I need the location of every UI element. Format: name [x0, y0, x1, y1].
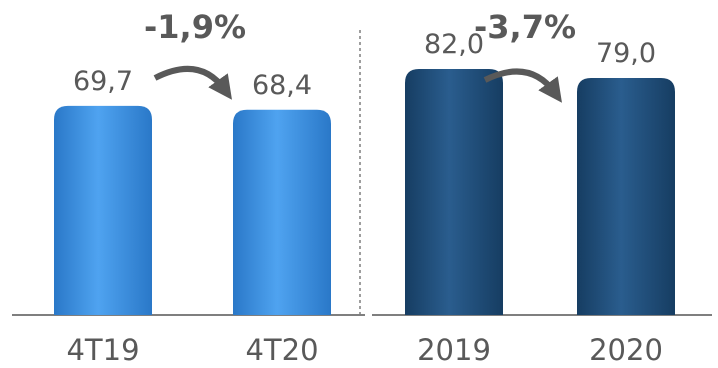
value-label-2019: 82,0	[424, 29, 484, 60]
bar-2020	[577, 78, 675, 315]
arrow-left-icon	[153, 65, 232, 100]
bar-4T19	[54, 105, 152, 316]
bar-2019	[405, 69, 503, 315]
value-label-4T20: 68,4	[252, 70, 312, 101]
variation-label-left: -1,9%	[144, 8, 246, 46]
value-label-4T19: 69,7	[73, 66, 133, 97]
tick-label-4T19: 4T19	[66, 333, 139, 367]
tick-label-2019: 2019	[417, 333, 491, 367]
value-label-2020: 79,0	[596, 38, 656, 69]
arrow-right-icon	[483, 68, 562, 103]
tick-label-2020: 2020	[589, 333, 663, 367]
bar-4T20	[233, 109, 331, 315]
tick-label-4T20: 4T20	[245, 333, 318, 367]
variation-label-right: -3,7%	[474, 8, 576, 46]
